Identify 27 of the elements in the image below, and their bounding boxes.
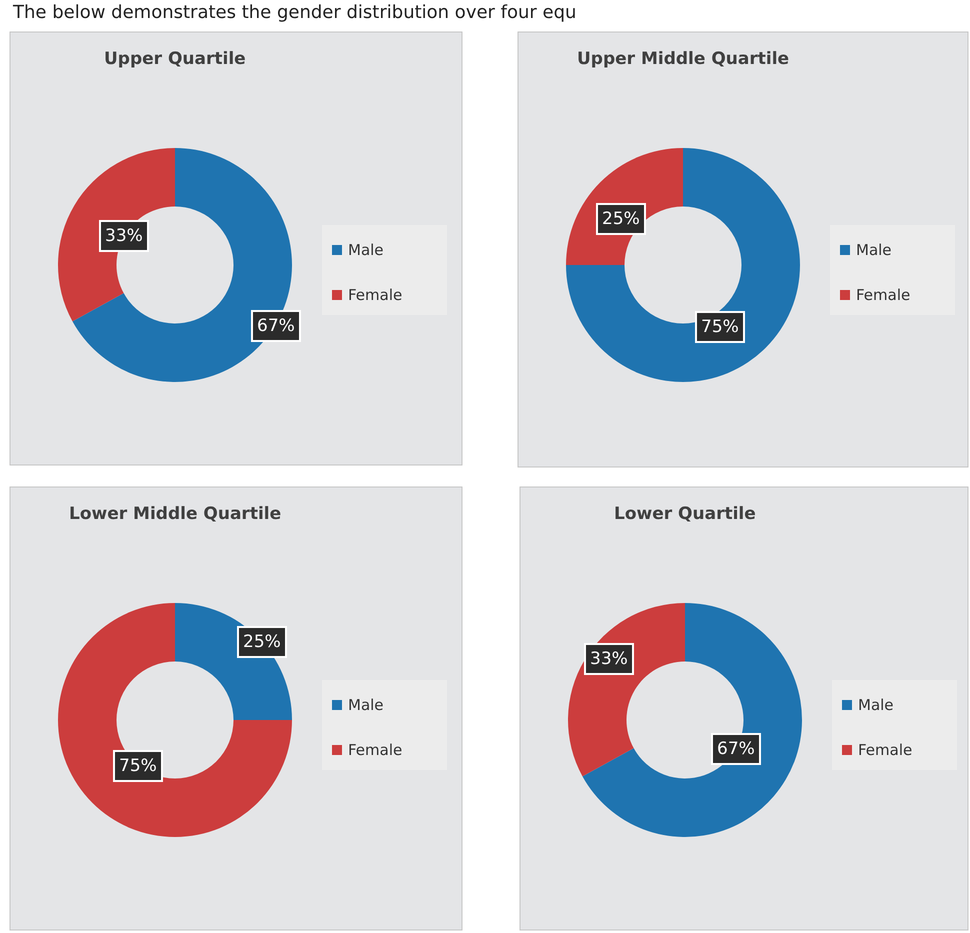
legend-label: Male (856, 241, 892, 259)
chart-title: Upper Quartile (104, 49, 246, 69)
legend-label: Female (348, 286, 402, 304)
legend-label: Male (348, 696, 384, 714)
legend-label: Female (856, 286, 910, 304)
chart-title: Upper Middle Quartile (577, 49, 790, 69)
data-label: 67% (717, 739, 755, 759)
legend-label: Female (348, 741, 402, 759)
donut-slice (58, 603, 292, 837)
data-label: 75% (701, 317, 739, 337)
legend-label: Male (858, 696, 894, 714)
chart-title: Lower Quartile (614, 504, 756, 524)
legend-label: Female (858, 741, 912, 759)
donut-slice (58, 148, 175, 322)
chart-title: Lower Middle Quartile (69, 504, 282, 524)
data-label: 67% (257, 316, 295, 336)
donut-slice (582, 603, 802, 837)
donut-slice (72, 148, 292, 382)
donut-slice (175, 603, 292, 720)
data-label: 33% (590, 649, 628, 669)
data-label: 75% (119, 756, 157, 776)
data-label: 33% (105, 226, 143, 246)
text: The below demonstrates the gender distribution over four equ (12, 2, 576, 23)
donut-slice (566, 148, 800, 382)
data-label: 25% (243, 632, 281, 652)
legend-label: Male (348, 241, 384, 259)
data-label: 25% (602, 209, 640, 229)
